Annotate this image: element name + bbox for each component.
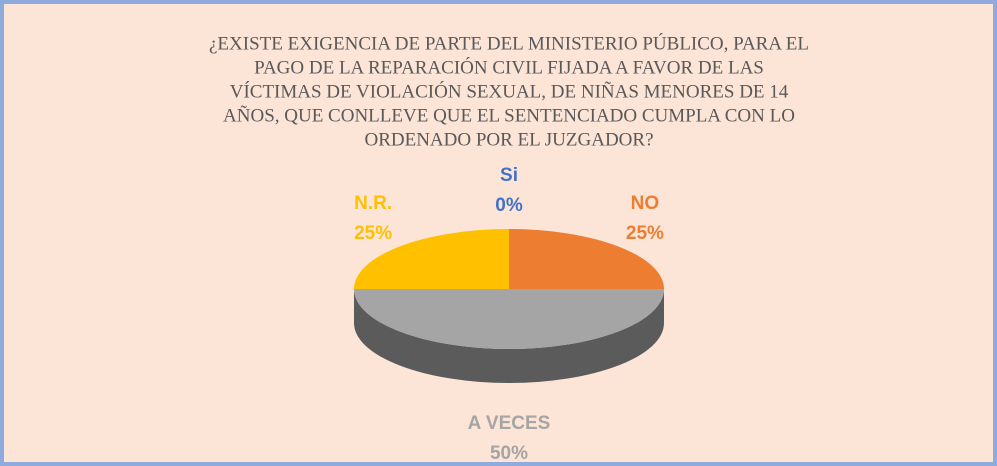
pie-slice — [509, 229, 664, 289]
chart-title: ORDENADO POR EL JUZGADOR? — [364, 129, 653, 150]
pie-slice-side — [354, 289, 664, 383]
chart-title: PAGO DE LA REPARACIÓN CIVIL FIJADA A FAV… — [254, 56, 764, 78]
data-label-value: 0% — [495, 195, 523, 216]
data-label-value: 50% — [490, 443, 528, 464]
chart-title: ¿EXISTE EXIGENCIA DE PARTE DEL MINISTERI… — [209, 32, 809, 54]
data-label-value: 25% — [626, 223, 664, 244]
data-label-name: Si — [500, 165, 518, 186]
data-label-name: NO — [631, 193, 660, 214]
pie-slice — [354, 289, 664, 349]
data-label-name: A VECES — [468, 413, 551, 434]
chart-title: AÑOS, QUE CONLLEVE QUE EL SENTENCIADO CU… — [223, 104, 795, 126]
data-label-value: 25% — [354, 223, 392, 244]
data-label-name: N.R. — [354, 193, 392, 214]
chart-title: VÍCTIMAS DE VIOLACIÓN SEXUAL, DE NIÑAS M… — [230, 80, 789, 102]
pie-slice — [354, 229, 509, 289]
